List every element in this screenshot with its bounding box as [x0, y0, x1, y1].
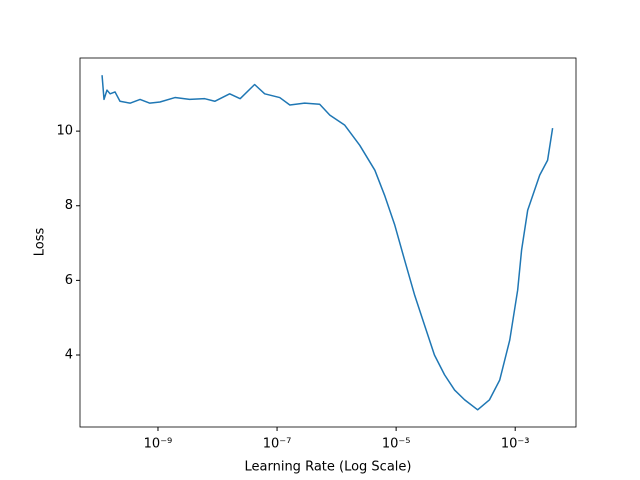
- x-axis-label: Learning Rate (Log Scale): [245, 460, 412, 475]
- y-tick-label: 6: [65, 273, 73, 288]
- plot-frame: [79, 57, 577, 428]
- y-tick-label: 10: [56, 124, 73, 139]
- y-axis-label: Loss: [33, 228, 48, 257]
- loss-line: [101, 75, 554, 411]
- y-tick-label: 4: [65, 347, 73, 362]
- x-tick-label: 10⁻³: [501, 437, 530, 452]
- x-tick-label: 10⁻⁷: [263, 437, 292, 452]
- y-tick-label: 8: [65, 198, 73, 213]
- x-tick-label: 10⁻⁹: [144, 437, 173, 452]
- x-tick-label: 10⁻⁵: [382, 437, 411, 452]
